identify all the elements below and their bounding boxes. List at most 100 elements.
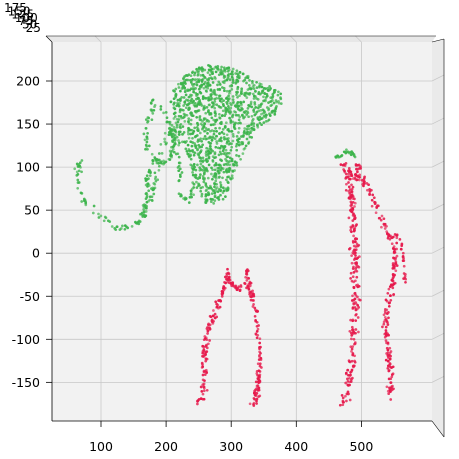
data-point xyxy=(401,254,405,258)
data-point xyxy=(258,354,261,357)
data-point xyxy=(350,378,353,381)
data-point xyxy=(251,305,255,308)
data-point xyxy=(258,394,262,398)
data-point xyxy=(209,76,213,80)
data-point xyxy=(213,172,217,176)
data-point xyxy=(252,303,255,306)
data-point xyxy=(227,127,230,131)
data-point xyxy=(235,135,239,138)
data-point xyxy=(191,181,195,184)
data-point xyxy=(228,163,231,167)
data-point xyxy=(171,145,175,149)
data-point xyxy=(218,116,221,119)
data-point xyxy=(256,384,260,387)
data-point xyxy=(201,78,205,81)
data-point xyxy=(259,109,263,112)
data-point xyxy=(221,186,225,190)
data-point xyxy=(207,155,211,159)
data-point xyxy=(277,99,280,103)
data-point xyxy=(195,115,199,119)
data-point xyxy=(355,257,359,261)
data-point xyxy=(182,112,186,116)
data-point xyxy=(207,78,210,82)
data-point xyxy=(185,149,189,153)
data-point xyxy=(351,207,355,210)
data-point xyxy=(347,216,351,220)
data-point xyxy=(392,275,396,279)
data-point xyxy=(102,219,106,223)
data-point xyxy=(214,174,218,178)
data-point xyxy=(258,82,262,86)
data-point xyxy=(260,85,264,89)
data-point xyxy=(275,105,278,108)
data-point xyxy=(198,98,201,102)
data-point xyxy=(191,131,195,135)
data-point xyxy=(387,392,391,396)
data-point xyxy=(258,370,262,373)
data-point xyxy=(384,298,388,302)
data-point xyxy=(234,104,237,108)
data-point xyxy=(209,88,213,92)
data-point xyxy=(204,201,208,204)
data-point xyxy=(184,141,187,144)
data-point xyxy=(207,186,211,190)
data-point xyxy=(226,138,230,142)
data-point xyxy=(195,83,199,87)
data-point xyxy=(224,153,228,157)
data-point xyxy=(254,333,258,336)
data-point xyxy=(174,92,178,96)
data-point xyxy=(351,328,354,332)
data-point xyxy=(209,197,213,201)
data-point xyxy=(270,103,274,107)
data-point xyxy=(80,159,84,162)
data-point xyxy=(252,396,256,400)
data-point xyxy=(347,185,351,189)
data-point xyxy=(347,373,350,377)
data-point xyxy=(215,134,218,138)
data-point xyxy=(206,332,209,335)
data-point xyxy=(75,170,79,174)
data-point xyxy=(186,99,190,102)
data-point xyxy=(203,96,207,100)
data-point xyxy=(374,211,378,215)
data-point xyxy=(250,105,254,109)
data-point xyxy=(257,324,260,327)
data-point xyxy=(223,68,226,72)
data-point xyxy=(183,86,187,90)
data-point xyxy=(233,126,236,130)
z-tick-label: 25 xyxy=(26,21,41,35)
data-point xyxy=(192,150,195,154)
data-point xyxy=(357,330,360,334)
data-point xyxy=(353,201,357,205)
data-point xyxy=(198,115,202,118)
data-point xyxy=(389,350,393,353)
data-point xyxy=(115,225,119,229)
data-point xyxy=(150,187,153,190)
data-point xyxy=(192,153,196,157)
data-point xyxy=(348,398,352,402)
data-point xyxy=(245,128,249,131)
data-point xyxy=(262,95,265,99)
data-point xyxy=(227,170,231,174)
data-point xyxy=(201,378,205,382)
data-point xyxy=(211,160,215,163)
data-point xyxy=(392,256,395,260)
data-point xyxy=(257,109,261,113)
data-point xyxy=(254,308,257,312)
data-point xyxy=(338,155,341,159)
data-point xyxy=(355,275,359,279)
data-point xyxy=(351,345,355,348)
bottom-right-line xyxy=(431,420,445,438)
data-point xyxy=(204,189,208,193)
data-point xyxy=(279,92,283,96)
data-point xyxy=(145,174,149,178)
data-point xyxy=(168,132,172,136)
data-point xyxy=(202,389,206,393)
data-point xyxy=(230,157,234,161)
data-point xyxy=(255,86,259,89)
data-point xyxy=(202,385,206,389)
data-point xyxy=(247,83,251,87)
data-point xyxy=(350,347,354,351)
data-point xyxy=(347,359,351,362)
